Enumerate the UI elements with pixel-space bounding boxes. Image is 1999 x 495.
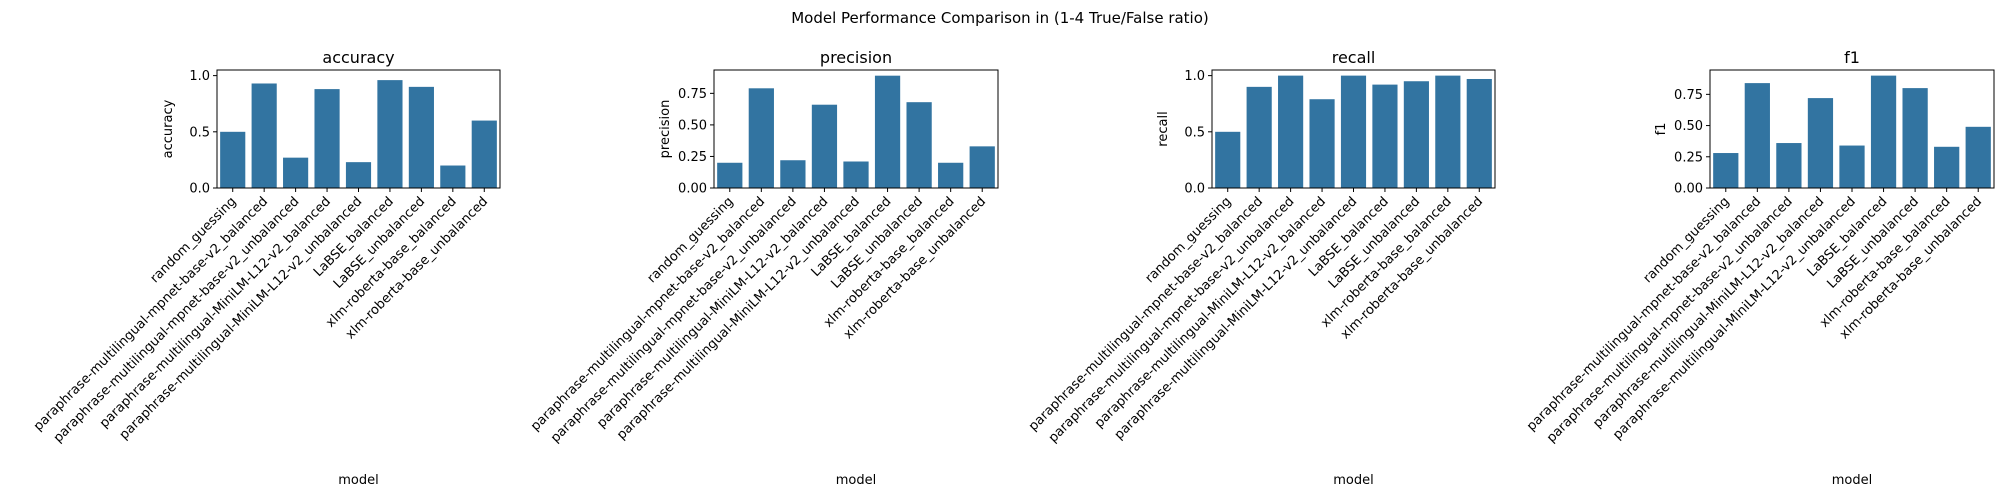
bar-LaBSE_unbalanced [1403,81,1429,188]
bar-xlm-roberta-base_balanced [938,162,964,188]
y-tick-label: 0.75 [1674,88,1703,103]
chart-panel-f1: f10.000.250.500.75f1random_guessingparap… [1524,48,1995,488]
y-axis-label: recall [1156,111,1171,146]
bar-xlm-roberta-base_unbalanced [1466,78,1492,188]
bar-paraphrase-multilingual-MiniLM-L12-v2_unbalanced [843,161,869,188]
bar-paraphrase-multilingual-MiniLM-L12-v2_unbalanced [345,162,372,188]
y-tick-label: 0.25 [1674,150,1703,165]
x-axis-label: model [1333,473,1373,488]
bar-paraphrase-multilingual-mpnet-base-v2_unbalanced [1776,143,1802,188]
x-tick-label: paraphrase-multilingual-mpnet-base-v2_un… [51,194,303,446]
y-tick-label: 0.0 [189,182,210,197]
bar-xlm-roberta-base_balanced [1934,146,1960,188]
y-tick-label: 0.00 [678,182,707,197]
bar-LaBSE_unbalanced [408,86,434,188]
bar-LaBSE_balanced [874,75,901,188]
bar-paraphrase-multilingual-mpnet-base-v2_balanced [1246,86,1272,188]
bar-paraphrase-multilingual-mpnet-base-v2_balanced [251,83,277,188]
bar-paraphrase-multilingual-MiniLM-L12-v2_unbalanced [1340,75,1367,188]
y-tick-label: 0.0 [1184,182,1205,197]
bar-LaBSE_balanced [377,80,403,188]
chart-panel-recall: recall0.00.51.0recallrandom_guessingpara… [1026,48,1496,488]
bar-xlm-roberta-base_unbalanced [471,120,497,188]
bar-LaBSE_balanced [1870,75,1897,188]
bar-xlm-roberta-base_unbalanced [969,146,995,188]
x-tick-label: paraphrase-multilingual-MiniLM-L12-v2_ba… [594,194,831,431]
y-axis-label: accuracy [161,99,176,158]
y-axis-label: precision [658,100,673,159]
bar-paraphrase-multilingual-MiniLM-L12-v2_balanced [314,89,340,188]
x-tick-label: paraphrase-multilingual-mpnet-base-v2_un… [1046,194,1298,446]
bar-paraphrase-multilingual-mpnet-base-v2_unbalanced [283,157,309,188]
bar-paraphrase-multilingual-MiniLM-L12-v2_unbalanced [1839,145,1865,188]
x-axis-label: model [836,473,876,488]
y-tick-label: 0.50 [678,118,707,133]
x-tick-label: paraphrase-multilingual-mpnet-base-v2_un… [1544,194,1796,446]
panel-title: accuracy [322,48,394,67]
y-tick-label: 0.25 [678,150,707,165]
chart-panel-precision: precision0.000.250.500.75precisionrandom… [528,48,999,488]
bar-LaBSE_unbalanced [906,102,932,188]
chart-panel-accuracy: accuracy0.00.51.0accuracyrandom_guessing… [31,48,501,488]
y-tick-label: 0.50 [1674,119,1703,134]
bar-paraphrase-multilingual-mpnet-base-v2_balanced [1744,83,1770,188]
bar-xlm-roberta-base_balanced [440,165,466,188]
x-axis-label: model [338,473,378,488]
bar-random_guessing [1215,131,1241,188]
x-tick-label: paraphrase-multilingual-mpnet-base-v2_un… [548,194,800,446]
x-tick-label: paraphrase-multilingual-MiniLM-L12-v2_ba… [1092,194,1329,431]
y-tick-label: 0.5 [1184,125,1205,140]
bar-paraphrase-multilingual-mpnet-base-v2_balanced [748,88,774,188]
y-tick-label: 1.0 [189,69,210,84]
bar-random_guessing [1713,153,1739,188]
x-axis-label: model [1832,473,1872,488]
bar-paraphrase-multilingual-MiniLM-L12-v2_balanced [1309,99,1335,188]
y-tick-label: 0.00 [1674,182,1703,197]
bar-xlm-roberta-base_balanced [1435,75,1461,188]
panel-title: f1 [1844,48,1860,67]
bar-paraphrase-multilingual-mpnet-base-v2_unbalanced [780,160,806,188]
bar-xlm-roberta-base_unbalanced [1965,126,1991,188]
bar-random_guessing [717,162,743,188]
y-tick-label: 1.0 [1184,69,1205,84]
bar-paraphrase-multilingual-MiniLM-L12-v2_balanced [1807,98,1834,188]
bar-random_guessing [220,131,246,188]
figure-suptitle: Model Performance Comparison in (1-4 Tru… [791,9,1209,27]
bar-paraphrase-multilingual-MiniLM-L12-v2_balanced [811,104,838,188]
panel-title: recall [1332,48,1376,67]
bar-LaBSE_balanced [1372,84,1398,188]
bar-LaBSE_unbalanced [1902,88,1928,188]
panel-title: precision [820,48,892,67]
bar-paraphrase-multilingual-mpnet-base-v2_unbalanced [1278,75,1304,188]
y-tick-label: 0.75 [678,87,707,102]
y-tick-label: 0.5 [189,125,210,140]
x-tick-label: paraphrase-multilingual-MiniLM-L12-v2_ba… [97,194,334,431]
x-tick-label: paraphrase-multilingual-MiniLM-L12-v2_ba… [1590,194,1827,431]
y-axis-label: f1 [1654,123,1669,136]
